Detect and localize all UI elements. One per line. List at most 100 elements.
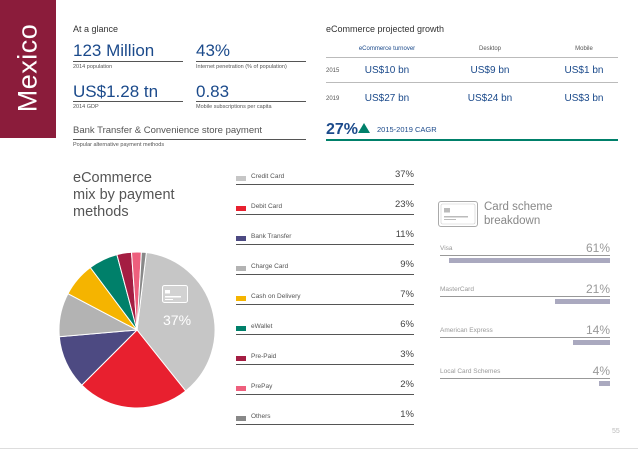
card-scheme-label: MasterCard — [440, 286, 474, 293]
ecommerce-2019-mobile: US$3 bn — [564, 93, 604, 104]
card-scheme-row: MasterCard 21% — [440, 282, 610, 312]
divider — [73, 101, 183, 102]
legend-label: Credit Card — [251, 173, 285, 180]
card-scheme-title-line: breakdown — [484, 215, 541, 227]
legend-item: Charge Card 9% — [236, 259, 414, 278]
legend-label: Charge Card — [251, 263, 289, 270]
payment-methods-label: Popular alternative payment methods — [73, 142, 165, 148]
card-scheme-row: American Express 14% — [440, 323, 610, 353]
pie-slice-credit-card — [136, 252, 216, 392]
card-scheme-bar — [599, 381, 610, 386]
divider — [440, 337, 610, 338]
legend-item: Cash on Delivery 7% — [236, 289, 414, 308]
payment-mix-pie-chart — [58, 251, 216, 409]
legend-item: Others 1% — [236, 409, 414, 428]
ecommerce-2015-desktop: US$9 bn — [470, 65, 510, 76]
legend-item: Credit Card 37% — [236, 169, 414, 188]
divider — [440, 378, 610, 379]
mobile-value: 0.83 — [196, 82, 230, 101]
card-scheme-value: 21% — [585, 282, 610, 296]
mix-title-line: methods — [73, 204, 129, 220]
card-scheme-label: Visa — [440, 245, 453, 252]
mix-title: eCommerce mix by payment methods — [73, 170, 183, 221]
mix-title-line: eCommerce — [73, 170, 152, 186]
card-scheme-label: Local Card Schemes — [440, 368, 501, 375]
legend-item: eWallet 6% — [236, 319, 414, 338]
legend-label: Bank Transfer — [251, 233, 292, 240]
gdp-value: US$1.28 tn — [73, 82, 159, 101]
up-arrow-icon — [358, 123, 370, 133]
legend-item: PrePay 2% — [236, 379, 414, 398]
card-scheme-value: 14% — [585, 323, 610, 337]
legend-value: 7% — [400, 289, 414, 300]
divider — [326, 57, 618, 58]
divider — [236, 304, 414, 305]
legend-item: Bank Transfer 11% — [236, 229, 414, 248]
glance-title: At a glance — [73, 24, 119, 34]
card-scheme-row: Visa 61% — [440, 241, 610, 271]
legend-swatch — [236, 356, 246, 361]
divider — [73, 61, 183, 62]
card-scheme-row: Local Card Schemes 4% — [440, 364, 610, 394]
internet-label: Internet penetration (% of population) — [196, 64, 287, 70]
internet-value: 43% — [196, 41, 231, 60]
legend-label: Cash on Delivery — [251, 293, 301, 300]
ecommerce-year-2015: 2015 — [326, 68, 340, 74]
divider — [236, 334, 414, 335]
divider — [236, 424, 414, 425]
page-number: 55 — [612, 428, 620, 435]
legend-value: 6% — [400, 319, 414, 330]
ecommerce-header-turnover: eCommerce turnover — [358, 46, 416, 52]
footer-divider — [0, 448, 638, 449]
divider — [236, 244, 414, 245]
legend-value: 2% — [400, 379, 414, 390]
legend-swatch — [236, 296, 246, 301]
divider — [236, 394, 414, 395]
legend-label: Debit Card — [251, 203, 283, 210]
legend-value: 37% — [394, 169, 414, 180]
divider — [236, 364, 414, 365]
ecommerce-2015-mobile: US$1 bn — [564, 65, 604, 76]
divider — [236, 184, 414, 185]
pie-largest-label: 37% — [163, 312, 192, 328]
legend-swatch — [236, 386, 246, 391]
card-scheme-label: American Express — [440, 327, 493, 334]
cagr-divider — [326, 139, 618, 141]
legend-item: Pre-Paid 3% — [236, 349, 414, 368]
legend-swatch — [236, 176, 246, 181]
legend-swatch — [236, 416, 246, 421]
legend-value: 11% — [395, 229, 414, 240]
divider — [196, 101, 306, 102]
pie-slice-debit-card — [81, 329, 187, 409]
legend-label: Pre-Paid — [251, 353, 277, 360]
mix-title-line: mix by payment — [73, 187, 175, 203]
population-label: 2014 population — [73, 64, 113, 70]
cagr-value: 27% — [326, 121, 359, 138]
legend-value: 3% — [400, 349, 414, 360]
divider — [236, 274, 414, 275]
cagr-label: 2015-2019 CAGR — [377, 125, 437, 134]
card-scheme-value: 4% — [592, 364, 610, 378]
legend-label: Others — [251, 413, 271, 420]
country-sidebar: Mexico — [0, 0, 56, 138]
card-scheme-value: 61% — [585, 241, 610, 255]
card-scheme-bar — [573, 340, 610, 345]
ecommerce-header-desktop: Desktop — [478, 46, 501, 52]
divider — [440, 296, 610, 297]
card-scheme-bar — [554, 299, 610, 304]
divider — [73, 139, 306, 140]
card-scheme-bar — [449, 258, 610, 263]
card-scheme-title-line: Card scheme — [484, 201, 553, 213]
ecommerce-title: eCommerce projected growth — [326, 24, 445, 34]
card-scheme-title: Card scheme breakdown — [484, 200, 552, 228]
divider — [440, 255, 610, 256]
population-value: 123 Million — [73, 41, 155, 60]
payment-methods-value: Bank Transfer & Convenience store paymen… — [73, 125, 263, 136]
legend-value: 1% — [400, 409, 414, 420]
ecommerce-2019-turnover: US$27 bn — [364, 93, 410, 104]
ecommerce-2015-turnover: US$10 bn — [364, 65, 410, 76]
legend-swatch — [236, 206, 246, 211]
ecommerce-year-2019: 2019 — [326, 96, 340, 102]
credit-card-icon — [162, 285, 188, 303]
legend-item: Debit Card 23% — [236, 199, 414, 218]
